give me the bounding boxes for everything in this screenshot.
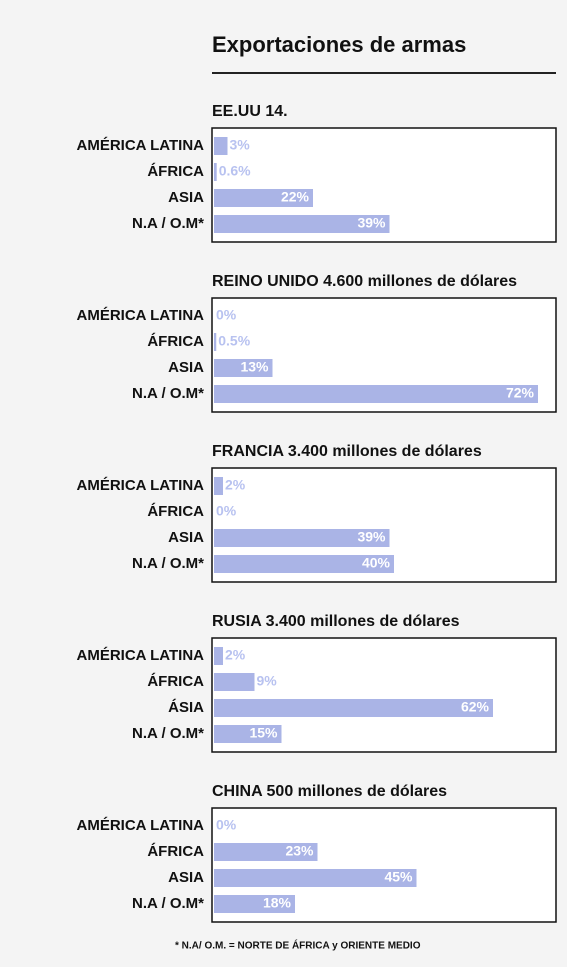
value-label: 0.6%: [219, 163, 251, 179]
category-label: N.A / O.M*: [132, 555, 204, 572]
category-label: N.A / O.M*: [132, 895, 204, 912]
bar: [214, 725, 282, 743]
category-label: ÁFRICA: [147, 843, 204, 860]
bar: [214, 529, 390, 547]
category-label: ÁFRICA: [147, 673, 204, 690]
value-label: 0%: [216, 503, 237, 519]
bar: [214, 137, 228, 155]
bar: [214, 163, 217, 181]
bar: [214, 647, 223, 665]
value-label: 45%: [384, 869, 413, 885]
value-label: 72%: [506, 385, 535, 401]
category-label: ASIA: [168, 869, 204, 886]
category-label: AMÉRICA LATINA: [77, 307, 205, 324]
panel-title: REINO UNIDO 4.600 millones de dólares: [212, 273, 517, 290]
value-label: 2%: [225, 647, 246, 663]
bar: [214, 869, 417, 887]
category-label: N.A / O.M*: [132, 385, 204, 402]
category-label: ÁFRICA: [147, 333, 204, 350]
panel-title: EE.UU 14.: [212, 103, 288, 120]
bar: [214, 843, 318, 861]
category-label: AMÉRICA LATINA: [77, 477, 205, 494]
bar: [214, 699, 493, 717]
bar: [214, 895, 295, 913]
value-label: 15%: [249, 725, 278, 741]
category-label: AMÉRICA LATINA: [77, 817, 205, 834]
category-label: ÁFRICA: [147, 503, 204, 520]
bar: [214, 359, 273, 377]
category-label: ASIA: [168, 189, 204, 206]
value-label: 13%: [240, 359, 269, 375]
value-label: 2%: [225, 477, 246, 493]
main-title: Exportaciones de armas: [212, 32, 466, 57]
value-label: 18%: [263, 895, 292, 911]
value-label: 22%: [281, 189, 310, 205]
value-label: 23%: [285, 843, 314, 859]
value-label: 0%: [216, 307, 237, 323]
bar: [214, 385, 538, 403]
category-label: ASIA: [168, 359, 204, 376]
category-label: ÁFRICA: [147, 163, 204, 180]
bar: [214, 189, 313, 207]
bar: [214, 333, 217, 351]
category-label: N.A / O.M*: [132, 725, 204, 742]
value-label: 0.5%: [218, 333, 250, 349]
value-label: 39%: [357, 529, 386, 545]
bar: [214, 673, 255, 691]
category-label: ASIA: [168, 529, 204, 546]
bar: [214, 215, 390, 233]
bar: [214, 477, 223, 495]
category-label: ÁSIA: [168, 699, 204, 716]
value-label: 40%: [362, 555, 391, 571]
value-label: 0%: [216, 817, 237, 833]
value-label: 62%: [461, 699, 490, 715]
value-label: 39%: [357, 215, 386, 231]
category-label: AMÉRICA LATINA: [77, 647, 205, 664]
panel-title: CHINA 500 millones de dólares: [212, 783, 447, 800]
value-label: 3%: [230, 137, 251, 153]
panel-title: RUSIA 3.400 millones de dólares: [212, 613, 460, 630]
panel-title: FRANCIA 3.400 millones de dólares: [212, 443, 482, 460]
footnote: * N.A/ O.M. = NORTE DE ÁFRICA y ORIENTE …: [175, 939, 421, 952]
category-label: AMÉRICA LATINA: [77, 137, 205, 154]
value-label: 9%: [257, 673, 278, 689]
bar: [214, 555, 394, 573]
category-label: N.A / O.M*: [132, 215, 204, 232]
